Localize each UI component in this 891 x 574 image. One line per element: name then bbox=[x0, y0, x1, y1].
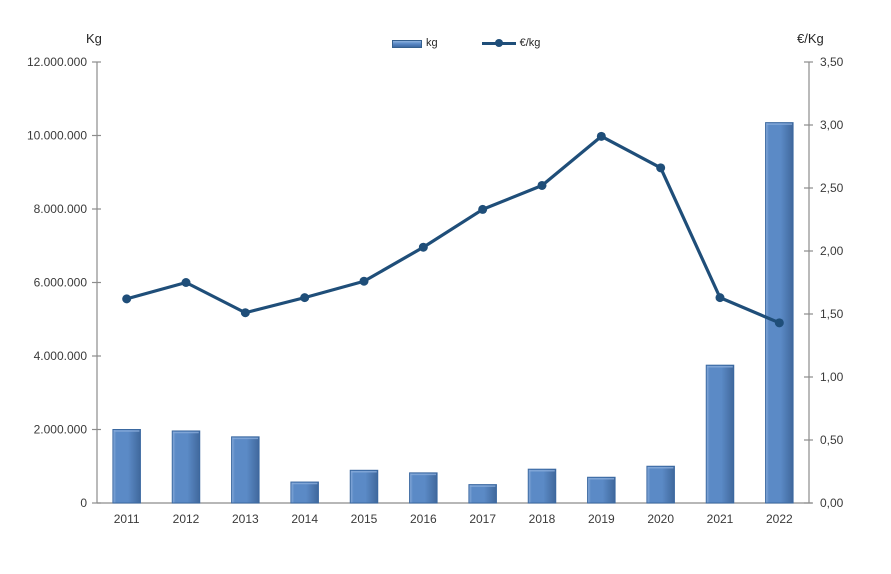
x-tick-label: 2018 bbox=[529, 512, 556, 526]
data-point-2021 bbox=[715, 293, 725, 303]
x-tick-label: 2022 bbox=[766, 512, 793, 526]
right-tick-label: 0,00 bbox=[820, 496, 844, 510]
left-tick-label: 12.000.000 bbox=[27, 55, 87, 69]
data-point-2014 bbox=[300, 293, 310, 303]
data-point-2013 bbox=[240, 308, 250, 318]
bar-2017 bbox=[468, 484, 497, 504]
x-tick-label: 2019 bbox=[588, 512, 615, 526]
right-tick-label: 1,00 bbox=[820, 370, 844, 384]
x-tick-label: 2013 bbox=[232, 512, 259, 526]
legend: kg €/kg bbox=[392, 38, 540, 49]
bar-2019 bbox=[587, 476, 616, 504]
data-point-2016 bbox=[418, 242, 428, 252]
left-axis-title: Kg bbox=[86, 31, 102, 46]
left-tick-label: 2.000.000 bbox=[34, 423, 88, 437]
x-tick-label: 2011 bbox=[114, 512, 140, 526]
data-point-2018 bbox=[537, 180, 547, 190]
left-tick-label: 8.000.000 bbox=[34, 202, 88, 216]
x-tick-label: 2012 bbox=[173, 512, 200, 526]
legend-label-eur-per-kg: €/kg bbox=[519, 37, 541, 49]
data-point-2022 bbox=[774, 318, 784, 328]
bar-2013 bbox=[231, 436, 260, 504]
bar-2014 bbox=[290, 481, 319, 504]
right-tick-label: 3,00 bbox=[820, 118, 844, 132]
data-point-2017 bbox=[478, 204, 488, 214]
left-tick-label: 4.000.000 bbox=[34, 349, 88, 363]
line-swatch-icon bbox=[481, 39, 516, 47]
right-tick-label: 1,50 bbox=[820, 307, 844, 321]
right-tick-label: 3,50 bbox=[820, 55, 844, 69]
bar-2016 bbox=[409, 472, 438, 504]
x-tick-label: 2021 bbox=[707, 512, 734, 526]
x-tick-label: 2017 bbox=[469, 512, 496, 526]
data-point-2012 bbox=[181, 278, 191, 287]
bar-2018 bbox=[527, 468, 557, 504]
data-point-2020 bbox=[656, 163, 666, 173]
line-series bbox=[122, 131, 784, 328]
bar-2012 bbox=[171, 430, 201, 504]
x-tick-label: 2015 bbox=[351, 512, 378, 526]
bar-2021 bbox=[705, 364, 735, 504]
x-tick-label: 2014 bbox=[291, 512, 318, 526]
legend-item-eur-per-kg: €/kg bbox=[481, 37, 541, 49]
right-axis-title: €/Kg bbox=[797, 31, 824, 46]
right-tick-label: 2,00 bbox=[820, 244, 844, 258]
axes: 0 2.000.000 4.000.000 6.000.000 8.000.000 10.… bbox=[27, 55, 844, 526]
left-tick-label: 6.000.000 bbox=[34, 276, 88, 290]
bar-2022 bbox=[765, 122, 794, 504]
data-point-2019 bbox=[596, 131, 606, 141]
bar-2015 bbox=[349, 469, 379, 504]
bar-series bbox=[112, 122, 794, 504]
legend-label-kg: kg bbox=[426, 37, 438, 49]
right-tick-label: 2,50 bbox=[820, 181, 844, 195]
bar-swatch-icon bbox=[392, 39, 422, 48]
x-tick-label: 2016 bbox=[410, 512, 437, 526]
right-tick-label: 0,50 bbox=[820, 433, 844, 447]
data-point-2015 bbox=[359, 276, 369, 286]
line-path bbox=[125, 134, 781, 325]
data-point-2011 bbox=[122, 294, 132, 304]
left-tick-label: 0 bbox=[80, 496, 87, 510]
line-marker-icon bbox=[494, 39, 503, 47]
x-tick-label: 2020 bbox=[647, 512, 674, 526]
bar-2020 bbox=[646, 465, 675, 504]
bar-2011 bbox=[112, 429, 141, 504]
left-tick-label: 10.000.000 bbox=[27, 129, 87, 143]
legend-item-kg: kg bbox=[392, 38, 438, 49]
